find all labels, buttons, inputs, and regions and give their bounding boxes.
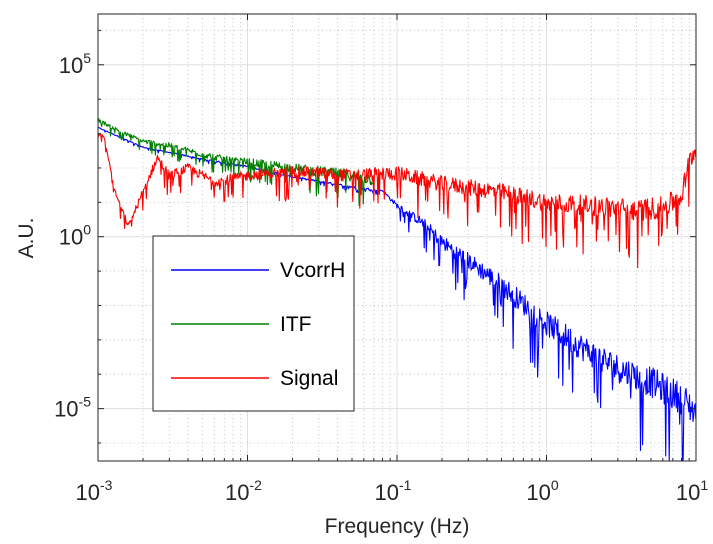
x-tick-label: 101 xyxy=(676,477,708,505)
x-tick-label: 10-3 xyxy=(76,477,113,505)
x-tick-label: 100 xyxy=(526,477,558,505)
series-line-signal xyxy=(98,133,696,269)
y-tick-label: 100 xyxy=(59,222,91,250)
legend-label-signal: Signal xyxy=(280,367,338,390)
y-tick-label: 105 xyxy=(59,50,91,78)
x-axis-title: Frequency (Hz) xyxy=(325,515,470,538)
legend-label-vcorrh: VcorrH xyxy=(280,259,345,282)
legend-label-itf: ITF xyxy=(280,313,312,336)
y-axis-title: A.U. xyxy=(15,218,38,259)
x-tick-label: 10-2 xyxy=(225,477,262,505)
series-layer xyxy=(98,118,696,461)
x-tick-label: 10-1 xyxy=(375,477,412,505)
tick-layer: 10-3 10-2 10-1 100 101 10-5 100 105 xyxy=(54,14,708,505)
legend: VcorrH ITF Signal xyxy=(152,235,355,412)
series-line-vcorrh xyxy=(98,126,696,461)
y-tick-label: 10-5 xyxy=(54,394,91,422)
